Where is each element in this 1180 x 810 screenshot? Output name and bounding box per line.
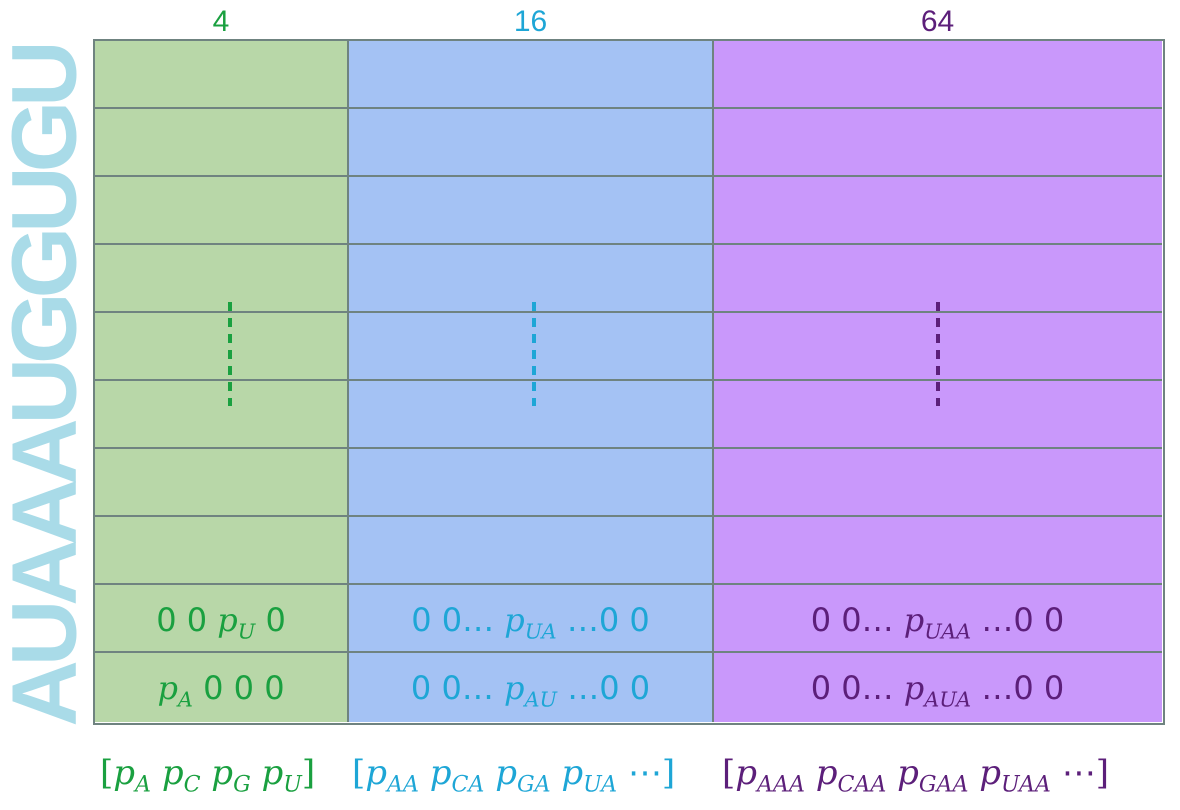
column-header-64: 64 [920, 5, 955, 38]
row-divider [94, 583, 1162, 585]
encoding-grid: 0 0 pU 0 0 0… pUA …0 0 0 0… pUAA …0 0 pA… [93, 39, 1165, 725]
vertical-ellipsis-icon [532, 302, 536, 406]
column-header-16: 16 [513, 5, 548, 38]
row-divider [94, 311, 1162, 313]
column-dinucleotide [348, 40, 713, 722]
cell-row1-blue: 0 0… pUA …0 0 [411, 601, 650, 644]
rna-sequence-label: AUAAAUGGUGU [0, 45, 96, 727]
row-divider [94, 107, 1162, 109]
row-divider [94, 651, 1162, 653]
cell-row1-purple: 0 0… pUAA …0 0 [810, 601, 1065, 644]
cell-row2-green: pA 0 0 0 [157, 669, 285, 712]
vector-mononucleotide: [pA pC pG pU] [100, 753, 316, 798]
cell-row2-purple: 0 0… pAUA …0 0 [810, 669, 1065, 712]
row-divider [94, 515, 1162, 517]
vector-trinucleotide: [pAAA pCAA pGAA pUAA ⋯] [722, 753, 1109, 798]
cell-row1-green: 0 0 pU 0 [156, 601, 286, 644]
column-divider [712, 40, 714, 722]
row-divider [94, 447, 1162, 449]
grid-border [93, 39, 1165, 725]
column-header-4: 4 [212, 5, 230, 38]
row-divider [94, 243, 1162, 245]
vertical-ellipsis-icon [228, 302, 232, 406]
row-divider [94, 379, 1162, 381]
column-divider [347, 40, 349, 722]
column-mononucleotide [94, 40, 348, 722]
vector-dinucleotide: [pAA pCA pGA pUA ⋯] [352, 753, 676, 798]
vertical-ellipsis-icon [936, 302, 940, 406]
row-divider [94, 175, 1162, 177]
cell-row2-blue: 0 0… pAU …0 0 [410, 669, 651, 712]
